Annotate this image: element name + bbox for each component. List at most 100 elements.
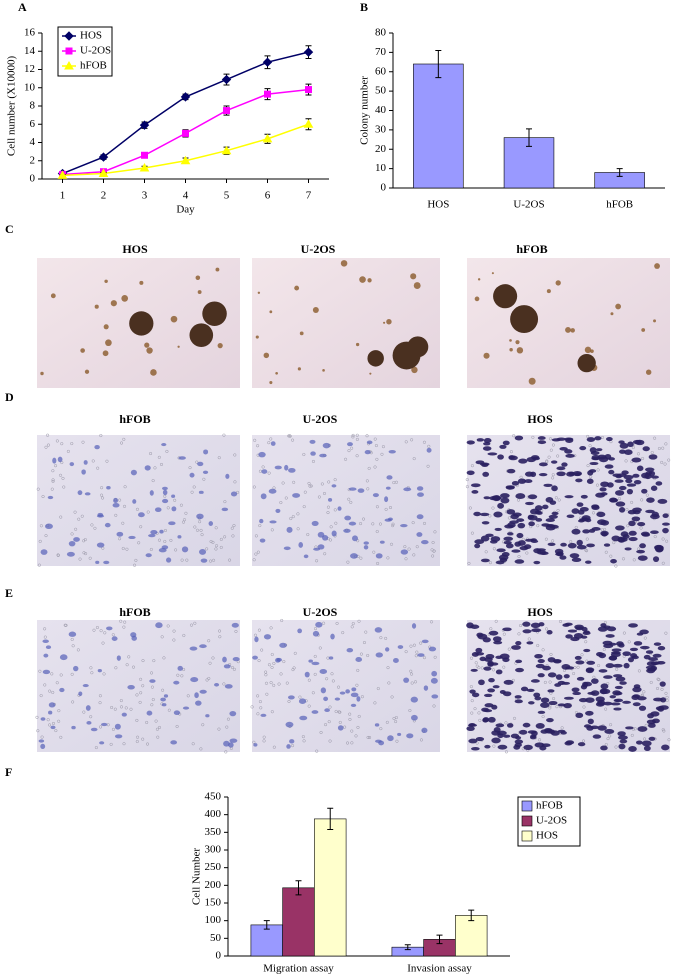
cell-dot <box>511 549 521 553</box>
pore <box>162 656 166 660</box>
cell-dot <box>483 496 491 500</box>
cell-dot <box>171 494 176 498</box>
cell-dot <box>254 636 259 643</box>
cell-dot <box>591 527 601 531</box>
cell-dot <box>366 440 373 445</box>
pore <box>51 721 56 726</box>
cell-dot <box>661 744 670 751</box>
cell-dot <box>492 636 502 642</box>
pore <box>430 548 434 552</box>
pore <box>195 460 199 464</box>
cell-dot <box>616 473 627 477</box>
pore <box>262 739 266 743</box>
pore <box>201 723 205 727</box>
pore <box>536 643 540 648</box>
cell-dot <box>597 519 607 526</box>
pore <box>320 482 324 486</box>
pore <box>193 525 197 529</box>
pore <box>179 503 183 507</box>
pore <box>88 556 92 560</box>
pore <box>350 729 354 733</box>
cell-dot <box>641 532 651 537</box>
panel-label: A <box>18 0 27 14</box>
pore <box>584 548 588 552</box>
cell-dot <box>475 460 485 465</box>
cell-dot <box>555 674 563 680</box>
cell-dot <box>645 509 655 514</box>
cell-dot <box>331 530 337 537</box>
pore <box>70 637 74 641</box>
pore <box>335 621 339 625</box>
cell-dot <box>517 478 527 484</box>
cell-dot <box>95 560 100 565</box>
pore <box>560 726 564 730</box>
cell-dot <box>379 540 385 544</box>
pore <box>232 524 236 528</box>
cell-dot <box>555 280 561 286</box>
cell-dot <box>387 735 394 742</box>
pore <box>582 705 586 709</box>
pore <box>538 738 542 742</box>
cell-dot <box>411 714 418 721</box>
cell-dot <box>643 745 651 752</box>
pore <box>627 640 631 644</box>
pore <box>375 457 379 461</box>
pore <box>650 450 654 455</box>
pore <box>432 704 436 708</box>
pore <box>228 558 232 562</box>
colony <box>367 350 384 367</box>
pore <box>355 683 359 687</box>
cell-dot <box>198 490 204 494</box>
pore <box>465 478 469 482</box>
x-tick-label: Migration assay <box>263 963 334 975</box>
cell-dot <box>162 486 168 491</box>
pore <box>365 434 369 438</box>
pore <box>36 729 40 733</box>
cell-dot <box>410 273 417 280</box>
cell-dot <box>417 492 424 497</box>
cell-dot <box>536 550 547 555</box>
pore <box>302 452 306 457</box>
pore <box>636 452 641 456</box>
pore <box>138 700 142 704</box>
y-tick-label: 6 <box>30 118 36 130</box>
pore <box>51 478 55 482</box>
cell-dot <box>260 713 267 717</box>
cell-dot <box>259 538 266 543</box>
pore <box>262 735 266 739</box>
cell-dot <box>50 725 56 730</box>
pore <box>125 547 129 551</box>
pore <box>404 557 408 561</box>
pore <box>272 661 276 666</box>
pore <box>288 434 292 438</box>
micrograph <box>37 620 240 752</box>
cell-dot <box>322 442 331 449</box>
pore <box>254 552 258 556</box>
pore <box>309 484 313 488</box>
pore <box>410 681 414 685</box>
cell-dot <box>622 651 631 657</box>
pore <box>489 627 493 631</box>
pore <box>604 707 608 711</box>
pore <box>159 462 164 467</box>
cell-dot <box>322 535 329 541</box>
cell-dot <box>223 664 231 669</box>
pore <box>285 681 289 685</box>
pore <box>333 508 337 512</box>
pore <box>163 539 167 544</box>
cell-dot <box>585 560 592 564</box>
pore <box>359 522 363 526</box>
marker <box>64 31 74 41</box>
pore <box>328 705 332 709</box>
pore <box>355 437 359 441</box>
cell-dot <box>359 276 366 283</box>
pore <box>111 633 115 637</box>
cell-dot <box>645 369 652 375</box>
cell-dot <box>502 440 510 446</box>
pore <box>548 680 552 684</box>
colony <box>493 284 518 309</box>
cell-dot <box>591 678 599 684</box>
cell-dot <box>503 734 511 738</box>
marker <box>141 151 148 159</box>
pore <box>98 701 102 705</box>
